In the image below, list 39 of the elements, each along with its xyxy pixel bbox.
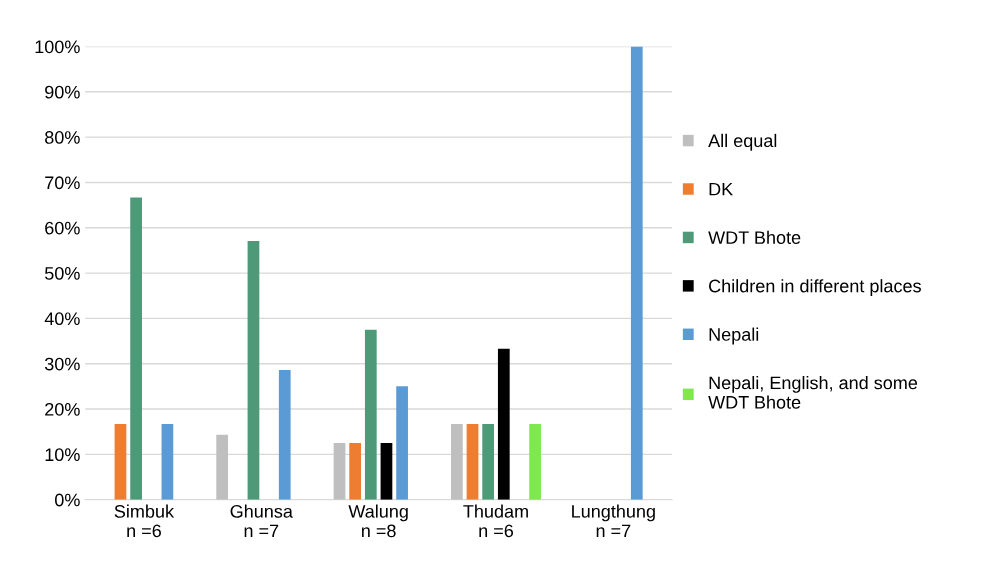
y-tick-label: 30% [44,357,80,371]
bar [278,370,291,500]
bar [482,423,495,500]
y-tick-label: 90% [45,85,80,99]
legend-label: DK [709,182,733,196]
bar [630,46,643,500]
bar [497,348,510,500]
bar [380,443,393,500]
bar [466,423,479,500]
x-tick-label: Walung n =8 [348,504,408,538]
bar [114,423,127,500]
x-tick-label: Ghunsa n =7 [230,504,293,538]
bar [130,197,142,500]
bar [333,443,346,500]
y-tick-label: 50% [44,267,80,280]
bar [529,423,541,500]
legend-label: Children in different places [709,279,921,296]
bar [247,240,260,500]
bar [364,329,377,500]
legend-label: Nepali [709,327,759,345]
y-tick-label: 20% [45,402,80,416]
bar [349,443,362,500]
y-tick-label: 10% [45,448,80,462]
legend-label: WDT Bhote [708,230,801,244]
bar [396,386,408,500]
legend-label: Nepali, English, and some WDT Bhote [708,376,918,409]
legend-label: All equal [708,133,777,151]
bar [451,423,463,500]
y-tick-label: 100% [35,40,80,54]
y-tick-label: 40% [44,312,80,326]
x-tick-label: Lungthung n =7 [572,504,655,538]
x-tick-label: Simbuk n =6 [114,504,175,538]
y-tick-label: 60% [45,221,80,235]
y-tick-label: 70% [45,176,80,190]
y-tick-label: 80% [45,131,80,144]
bar [216,434,229,500]
y-tick-label: 0% [55,493,80,507]
x-tick-label: Thudam n =6 [463,504,528,538]
bar [161,423,174,500]
